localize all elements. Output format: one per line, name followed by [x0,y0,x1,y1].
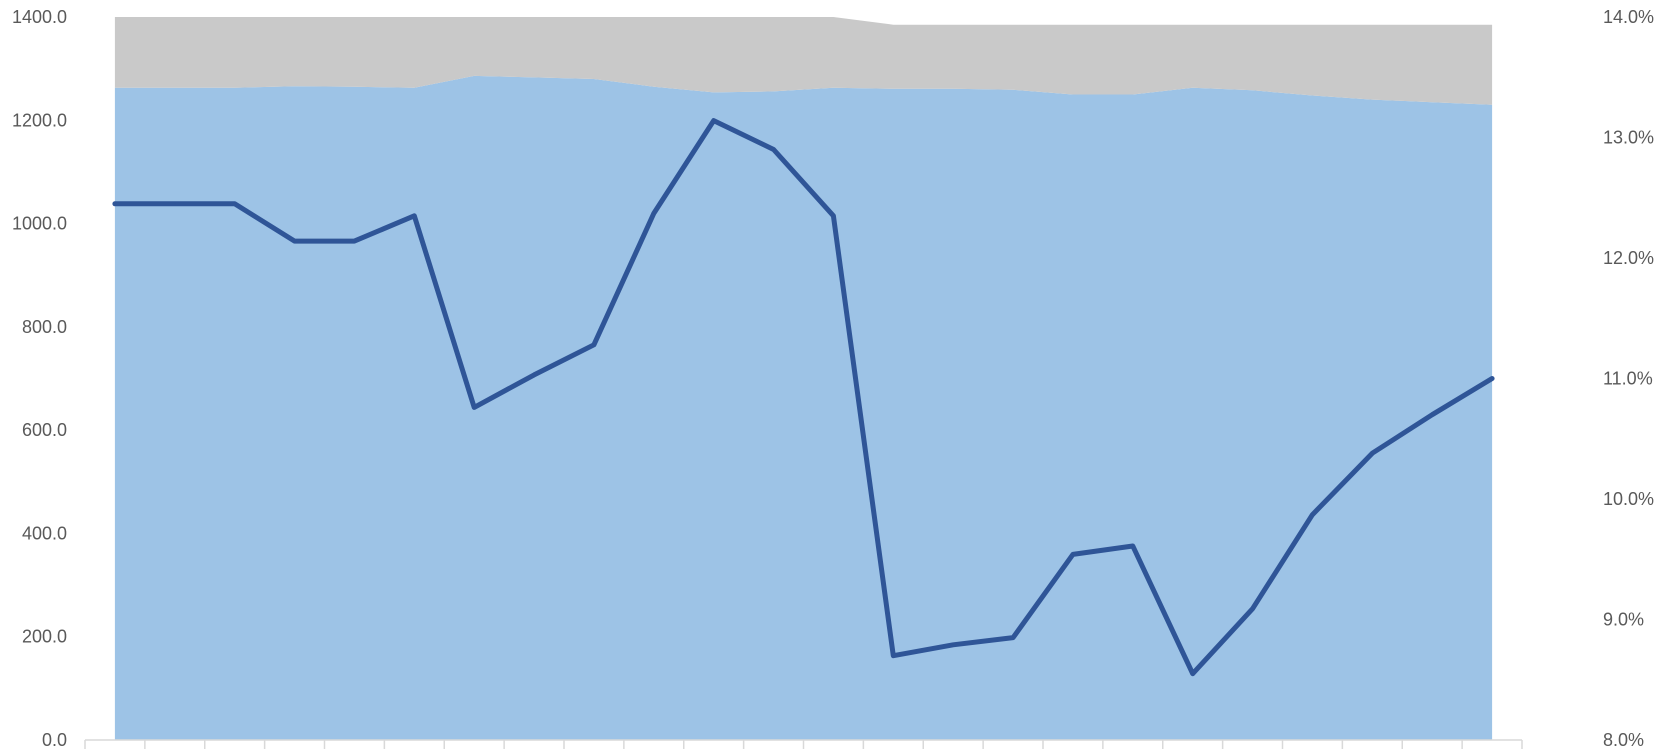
x-tick-label: Feb [1238,747,1267,749]
line-point [1371,452,1373,454]
y-right-tick-label: 13.0% [1603,128,1654,148]
y-left-tick-label: 1000.0 [12,214,67,234]
x-tick-label: Jul [104,747,126,749]
x-tick-label: Feb [519,747,548,749]
y-axis-left: 0.0 200.0 400.0 600.0 800.0 1000.0 1200.0 1400.… [12,7,67,749]
line-point [533,374,535,376]
x-tick-label: Ap [643,747,664,749]
line-point [593,344,595,346]
x-tick-label: De [403,747,425,749]
x-tick-label: No [1062,747,1084,749]
line-point [353,240,355,242]
y-left-tick-label: 0.0 [42,730,67,749]
line-point [1491,378,1493,379]
x-tick-label: Ma [702,747,726,749]
x-tick-label: Ma [1420,747,1444,749]
y-left-tick-label: 400.0 [22,523,67,543]
x-tick-label: Ja [465,747,484,749]
x-tick-label: Se [224,747,245,749]
x-tick-label: Oc [1002,747,1024,749]
y-right-tick-label: 9.0% [1603,610,1644,630]
x-tick-label: Ma [1301,747,1325,749]
y-left-tick-label: 600.0 [22,420,67,440]
line-series-1 [112,118,1495,677]
line-point [1012,637,1014,639]
x-tick-label: Ap [1362,747,1383,749]
area-series-1 [114,75,1493,740]
y-right-tick-label: 10.0% [1603,489,1654,509]
y-left-tick-label: 200.0 [22,627,67,647]
line-point [892,655,894,657]
y-right-tick-label: 14.0% [1603,7,1654,27]
y-right-tick-label: 8.0% [1603,730,1644,749]
area-series-2 [114,17,1493,105]
x-tick-label: Jul [823,747,845,749]
x-axis: Jul Au Se Oc No De Ja Feb Ma Ap Ma Ju Jul Au Se Oc No De J… [84,739,1523,749]
x-tick-label: De [1122,747,1144,749]
line-point [114,203,116,205]
y-left-tick-label: 800.0 [22,317,67,337]
y-axis-right: 8.0% 9.0% 10.0% 11.0% 12.0% 13.0% 14.0% [1603,7,1654,749]
x-tick-label: Ju [1483,747,1501,749]
line-point [1132,545,1134,547]
x-tick-label: Au [164,747,185,749]
y-right-tick-label: 12.0% [1603,248,1654,268]
line-point [952,644,954,646]
line-point [473,406,475,408]
line-point [653,212,655,214]
line-point [1252,608,1254,610]
x-tick-label: Se [943,747,964,749]
line-point [174,203,176,205]
x-tick-label: Ju [765,747,783,749]
line-point [713,120,715,122]
x-tick-label: Ja [1184,747,1203,749]
line-point [1072,553,1074,555]
line-point [773,149,775,150]
x-tick-label: Au [883,747,904,749]
line-point [832,215,834,217]
y-right-tick-label: 11.0% [1603,369,1653,389]
x-tick-label: No [344,747,366,749]
line-series-group [112,118,1495,677]
line-point [413,215,415,217]
y-left-tick-label: 1200.0 [12,110,67,130]
x-tick-label: Ma [582,747,606,749]
line-point [234,203,236,205]
line-point [1192,673,1194,675]
area-series-group [114,17,1493,740]
x-tick-label: Oc [284,747,306,749]
y-left-tick-label: 1400.0 [12,7,67,27]
line-point [1311,514,1313,516]
line-point [294,240,296,242]
line-point [1431,414,1433,416]
